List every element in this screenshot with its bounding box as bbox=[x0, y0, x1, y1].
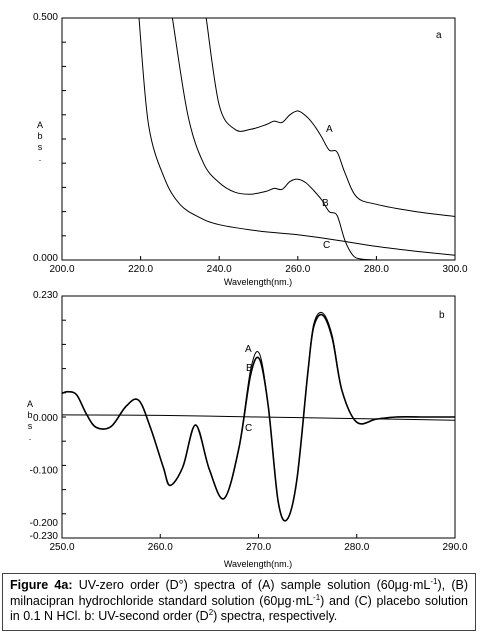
series-group-a: A B C bbox=[138, 18, 455, 260]
y-tick-label: 0.000 bbox=[33, 253, 58, 264]
y-tick-label: -0.230 bbox=[30, 531, 59, 542]
plot-frame-b: 250.0 260.0 270.0 280.0 290.0 0.230 0.000 -0.10… bbox=[30, 290, 468, 553]
x-tick-label: 240.0 bbox=[207, 264, 232, 275]
y-axis-title-letter: . bbox=[29, 432, 32, 442]
x-tick-label: 200.0 bbox=[49, 264, 74, 275]
y-axis-title-letter: s bbox=[28, 421, 33, 431]
series-line-b bbox=[171, 18, 377, 260]
spectra-chart-b: 250.0 260.0 270.0 280.0 290.0 0.230 0.000 -0.10… bbox=[27, 290, 468, 569]
caption-text-1: UV-zero order (D°) spectra of (A) sample… bbox=[72, 578, 431, 592]
y-tick-label: 0.000 bbox=[33, 413, 58, 424]
plot-frame-a: 200.0 220.0 240.0 260.0 280.0 300.0 0.500 0.000 bbox=[33, 12, 468, 275]
series-label-a: A bbox=[245, 344, 252, 355]
x-tick-label: 290.0 bbox=[442, 542, 467, 553]
y-axis-title-letter: s bbox=[38, 142, 43, 152]
series-label-c: C bbox=[323, 240, 330, 251]
x-tick-label: 280.0 bbox=[364, 264, 389, 275]
panel-label-b: b bbox=[439, 310, 445, 321]
caption-label: Figure 4a: bbox=[10, 578, 73, 592]
series-line-b bbox=[62, 313, 455, 522]
x-axis-title-a: Wavelength(nm.) bbox=[224, 277, 292, 287]
x-tick-label: 270.0 bbox=[246, 542, 271, 553]
y-tick-label: 0.500 bbox=[33, 12, 58, 23]
x-axis-title-b: Wavelength(nm.) bbox=[224, 559, 292, 569]
series-label-a: A bbox=[326, 124, 333, 135]
y-tick-label: -0.200 bbox=[30, 518, 59, 529]
x-tick-label: 260.0 bbox=[148, 542, 173, 553]
series-label-b: B bbox=[246, 363, 253, 374]
x-tick-label: 250.0 bbox=[49, 542, 74, 553]
y-axis-title-letter: A bbox=[27, 399, 33, 409]
y-tick-label: -0.100 bbox=[30, 466, 59, 477]
series-line-c bbox=[138, 18, 455, 256]
series-line-a bbox=[205, 18, 455, 217]
spectra-chart-a: 200.0 220.0 240.0 260.0 280.0 300.0 0.500 0.000… bbox=[33, 12, 468, 287]
panel-label-a: a bbox=[436, 30, 442, 41]
series-label-c: C bbox=[245, 423, 252, 434]
y-axis-title-letter: . bbox=[39, 153, 42, 163]
x-tick-label: 220.0 bbox=[128, 264, 153, 275]
caption-text-3: ) and (C) placebo solution in 0.1 N HCl.… bbox=[10, 593, 468, 624]
figure-caption: Figure 4a: UV-zero order (D°) spectra of… bbox=[2, 573, 476, 631]
x-tick-label: 300.0 bbox=[442, 264, 467, 275]
series-group-b: AB C bbox=[62, 311, 455, 522]
caption-sup-3: 2 bbox=[208, 607, 214, 617]
y-axis-title-letter: b bbox=[27, 410, 32, 420]
y-axis-title-a: Abs. bbox=[37, 120, 43, 163]
caption-sup-2: -1 bbox=[313, 592, 321, 602]
caption-text-2: ), (B) milnacipran hydrochloride standar… bbox=[10, 578, 468, 608]
y-axis-title-letter: A bbox=[37, 120, 43, 130]
y-tick-label: 0.230 bbox=[33, 290, 58, 301]
y-axis-title-b: Abs. bbox=[27, 399, 33, 442]
x-tick-label: 280.0 bbox=[344, 542, 369, 553]
series-line-c bbox=[62, 414, 455, 421]
caption-sup-1: -1 bbox=[430, 576, 438, 586]
series-label-b: B bbox=[322, 198, 329, 209]
y-axis-title-letter: b bbox=[37, 131, 42, 141]
caption-text-4: ) spectra, respectively. bbox=[213, 609, 338, 623]
x-tick-label: 260.0 bbox=[285, 264, 310, 275]
